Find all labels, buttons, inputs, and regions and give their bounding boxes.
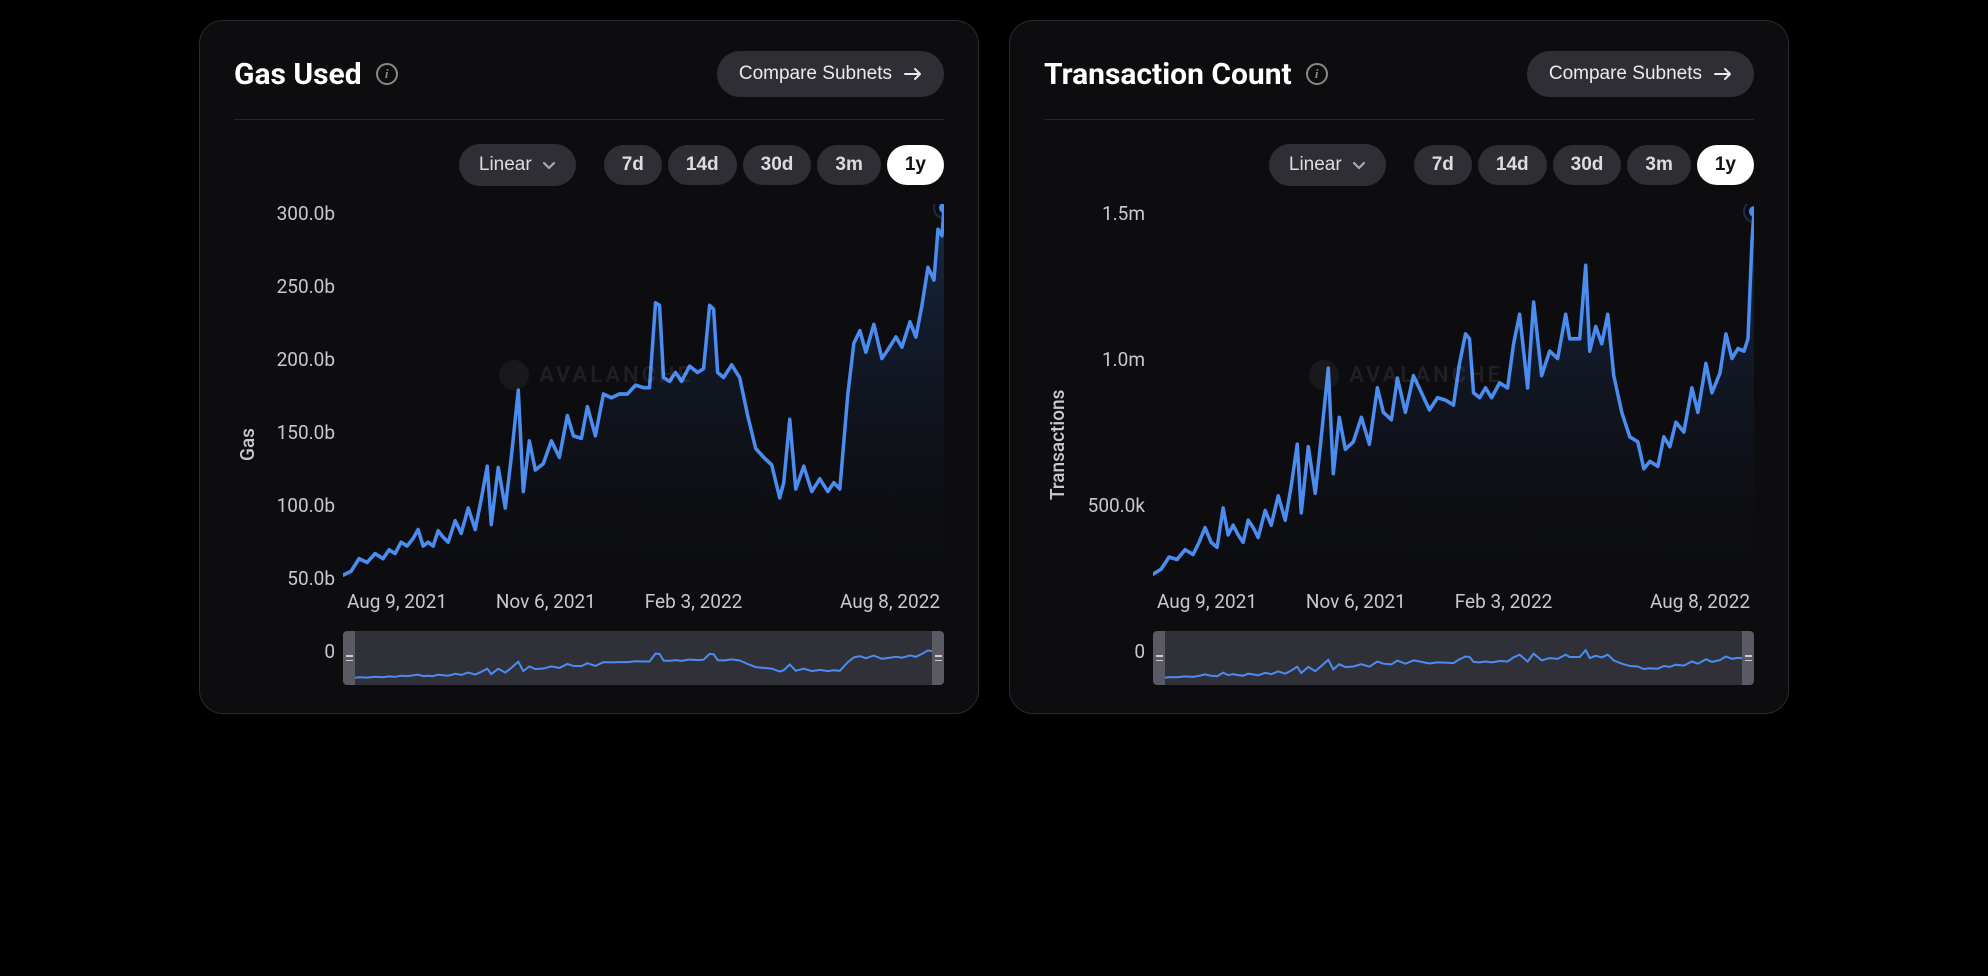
gas-used-panel: Gas Used i Compare Subnets Linear 7d 14d… — [199, 20, 979, 714]
info-icon[interactable]: i — [376, 63, 398, 85]
panel-title: Gas Used — [234, 57, 362, 92]
y-tick: 100.0b — [259, 496, 335, 515]
chart-controls: Linear 7d 14d 30d 3m 1y — [234, 144, 944, 186]
y-axis-label: Transactions — [1044, 204, 1069, 685]
x-tick: Aug 9, 2021 — [1157, 590, 1257, 613]
range-group: 7d 14d 30d 3m 1y — [1414, 145, 1754, 185]
scale-label: Linear — [1289, 154, 1342, 176]
range-30d[interactable]: 30d — [1553, 145, 1622, 185]
scale-selector[interactable]: Linear — [459, 144, 576, 186]
x-tick: Aug 8, 2022 — [1650, 590, 1750, 613]
chart-area: Gas 300.0b 250.0b 200.0b 150.0b 100.0b 5… — [234, 204, 944, 685]
y-tick: 200.0b — [259, 350, 335, 369]
compare-label: Compare Subnets — [1549, 63, 1702, 85]
range-14d[interactable]: 14d — [668, 145, 737, 185]
compare-subnets-button[interactable]: Compare Subnets — [1527, 51, 1754, 97]
panel-header: Gas Used i Compare Subnets — [234, 51, 944, 120]
range-14d[interactable]: 14d — [1478, 145, 1547, 185]
y-axis-label: Gas — [234, 204, 259, 685]
x-tick: Feb 3, 2022 — [1455, 590, 1553, 613]
scale-selector[interactable]: Linear — [1269, 144, 1386, 186]
range-3m[interactable]: 3m — [1627, 145, 1690, 185]
x-tick: Aug 9, 2021 — [347, 590, 447, 613]
chevron-down-icon — [542, 158, 556, 172]
minimap-svg — [343, 631, 944, 685]
x-axis: Aug 9, 2021 Nov 6, 2021 Feb 3, 2022 Aug … — [1153, 590, 1754, 613]
info-icon[interactable]: i — [1306, 63, 1328, 85]
scrubber-handle-right[interactable] — [932, 631, 944, 685]
x-axis: Aug 9, 2021 Nov 6, 2021 Feb 3, 2022 Aug … — [343, 590, 944, 613]
panel-header: Transaction Count i Compare Subnets — [1044, 51, 1754, 120]
y-axis: 300.0b 250.0b 200.0b 150.0b 100.0b 50.0b… — [259, 204, 335, 661]
arrow-right-icon — [904, 67, 922, 81]
minimap-scrubber[interactable] — [343, 631, 944, 685]
scrubber-handle-left[interactable] — [343, 631, 355, 685]
arrow-right-icon — [1714, 67, 1732, 81]
y-tick: 1.0m — [1069, 350, 1145, 369]
y-tick: 1.5m — [1069, 204, 1145, 223]
line-chart-svg — [1153, 204, 1754, 584]
compare-subnets-button[interactable]: Compare Subnets — [717, 51, 944, 97]
range-3m[interactable]: 3m — [817, 145, 880, 185]
range-1y[interactable]: 1y — [1697, 145, 1754, 185]
y-axis: 1.5m 1.0m 500.0k 0 — [1069, 204, 1145, 661]
chart-plot[interactable]: AVALANCHE — [1153, 204, 1754, 584]
scrubber-handle-left[interactable] — [1153, 631, 1165, 685]
panel-title: Transaction Count — [1044, 57, 1292, 92]
y-tick: 300.0b — [259, 204, 335, 223]
range-7d[interactable]: 7d — [604, 145, 662, 185]
compare-label: Compare Subnets — [739, 63, 892, 85]
transaction-count-panel: Transaction Count i Compare Subnets Line… — [1009, 20, 1789, 714]
scrubber-handle-right[interactable] — [1742, 631, 1754, 685]
chart-area: Transactions 1.5m 1.0m 500.0k 0 AVALANCH… — [1044, 204, 1754, 685]
range-1y[interactable]: 1y — [887, 145, 944, 185]
range-7d[interactable]: 7d — [1414, 145, 1472, 185]
y-tick: 250.0b — [259, 277, 335, 296]
x-tick: Feb 3, 2022 — [645, 590, 743, 613]
x-tick: Aug 8, 2022 — [840, 590, 940, 613]
line-chart-svg — [343, 204, 944, 584]
minimap-svg — [1153, 631, 1754, 685]
chevron-down-icon — [1352, 158, 1366, 172]
x-tick: Nov 6, 2021 — [496, 590, 596, 613]
scale-label: Linear — [479, 154, 532, 176]
chart-controls: Linear 7d 14d 30d 3m 1y — [1044, 144, 1754, 186]
chart-plot[interactable]: AVALANCHE — [343, 204, 944, 584]
range-30d[interactable]: 30d — [743, 145, 812, 185]
y-tick: 50.0b — [259, 569, 335, 588]
minimap-scrubber[interactable] — [1153, 631, 1754, 685]
y-tick: 500.0k — [1069, 496, 1145, 515]
y-tick: 0 — [1069, 642, 1145, 661]
x-tick: Nov 6, 2021 — [1306, 590, 1406, 613]
y-tick: 150.0b — [259, 423, 335, 442]
range-group: 7d 14d 30d 3m 1y — [604, 145, 944, 185]
y-tick: 0 — [259, 642, 335, 661]
